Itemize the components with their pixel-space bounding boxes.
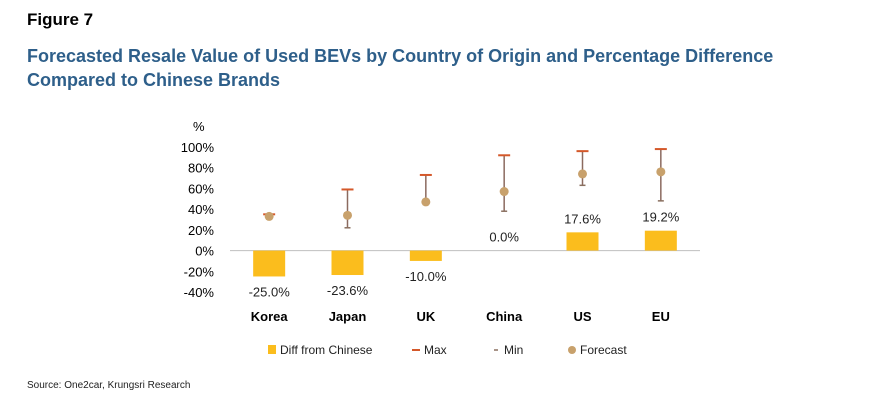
legend-label: Forecast [580, 343, 627, 357]
y-tick-label: -20% [184, 264, 215, 279]
y-tick-label: 60% [188, 181, 214, 196]
forecast-point [578, 169, 587, 179]
bar-data-label: 0.0% [489, 230, 519, 245]
legend-label: Max [424, 343, 447, 357]
bar-diff-from-chinese [566, 232, 599, 251]
bar-data-label: -23.6% [327, 283, 369, 298]
bar-data-label: -10.0% [405, 269, 447, 284]
y-tick-label: -40% [184, 285, 215, 300]
y-tick-label: 40% [188, 202, 214, 217]
forecast-point [421, 197, 431, 207]
bar-data-label: -25.0% [249, 284, 291, 299]
y-tick-label: 20% [188, 223, 214, 238]
bar-diff-from-chinese [253, 250, 286, 277]
source-note: Source: One2car, Krungsri Research [27, 380, 191, 391]
bar-data-label: 17.6% [564, 211, 601, 226]
legend-label: Diff from Chinese [280, 343, 373, 357]
category-label: UK [416, 309, 435, 324]
legend-swatch-forecast [568, 346, 576, 354]
y-tick-label: 80% [188, 161, 214, 176]
figure-label: Figure 7 [27, 10, 94, 29]
category-label: China [486, 309, 523, 324]
bar-diff-from-chinese [331, 250, 364, 276]
category-label: EU [652, 309, 670, 324]
category-label: Korea [251, 309, 289, 324]
y-tick-label: 100% [181, 140, 215, 155]
category-label: US [573, 309, 591, 324]
legend-swatch-diff [268, 345, 276, 354]
forecast-point [343, 210, 352, 220]
forecast-point [499, 187, 509, 197]
bar-data-label: 19.2% [642, 210, 679, 225]
y-axis-unit-label: % [193, 119, 205, 134]
forecast-point [264, 211, 274, 221]
forecast-point [656, 167, 666, 177]
chart-title: Forecasted Resale Value of Used BEVs by … [27, 46, 774, 90]
legend-label: Min [504, 343, 523, 357]
bar-diff-from-chinese [644, 230, 677, 251]
bar-diff-from-chinese [409, 250, 442, 261]
y-tick-label: 0% [195, 244, 214, 259]
category-label: Japan [329, 309, 367, 324]
